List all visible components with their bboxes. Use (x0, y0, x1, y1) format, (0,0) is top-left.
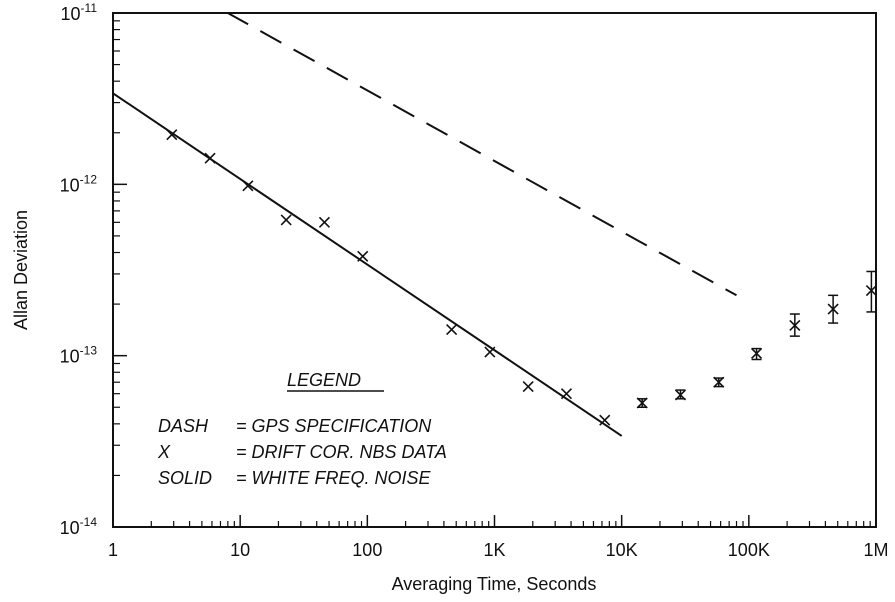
x-axis-ticks: 1 10 100 1K 10K 100K 1M (108, 515, 889, 560)
x-minor-ticks (150, 521, 871, 527)
data-point-x-marker (522, 381, 534, 393)
data-point-x-marker (599, 414, 611, 426)
x-tick-label: 10 (230, 540, 250, 560)
y-tick-label: 10-12 (60, 172, 98, 195)
x-tick-label: 100 (352, 540, 382, 560)
x-tick-label: 10K (606, 540, 638, 560)
data-point-x-marker (865, 284, 877, 297)
data-point-x-marker (636, 397, 648, 409)
y-axis-title: Allan Deviation (11, 210, 31, 330)
data-point-x-marker (789, 319, 801, 332)
y-minor-ticks (113, 20, 120, 477)
x-tick-label: 1 (108, 540, 118, 560)
legend-key-x: X (157, 442, 171, 462)
data-point-x-marker (674, 389, 687, 401)
legend-text-x: = DRIFT COR. NBS DATA (236, 442, 447, 462)
legend-title: LEGEND (287, 370, 361, 390)
white-freq-noise-line (112, 92, 623, 437)
plot-frame (112, 12, 877, 528)
y-tick-label: 10-11 (61, 1, 98, 24)
legend: LEGEND DASH = GPS SPECIFICATION X = DRIF… (157, 370, 447, 488)
x-tick-label: 1M (863, 540, 888, 560)
data-point-x-marker (827, 303, 839, 315)
data-point-x-marker (446, 324, 458, 336)
data-point-x-marker (713, 376, 725, 388)
y-tick-label: 10-13 (60, 344, 98, 367)
x-tick-label: 1K (483, 540, 505, 560)
data-point-x-marker (750, 347, 763, 360)
x-axis-title: Averaging Time, Seconds (392, 574, 597, 594)
x-tick-label: 100K (728, 540, 770, 560)
y-tick-label: 10-14 (60, 515, 98, 538)
y-axis-ticks: 10-14 10-13 10-12 10-11 (60, 1, 127, 538)
legend-key-dash: DASH (158, 416, 209, 436)
data-point-x-marker (280, 214, 292, 226)
gps-specification-line (113, 12, 737, 297)
data-point-x-marker (318, 216, 331, 228)
legend-text-solid: = WHITE FREQ. NOISE (236, 468, 432, 488)
series-layer (112, 12, 877, 437)
legend-key-solid: SOLID (158, 468, 212, 488)
legend-text-dash: = GPS SPECIFICATION (236, 416, 432, 436)
